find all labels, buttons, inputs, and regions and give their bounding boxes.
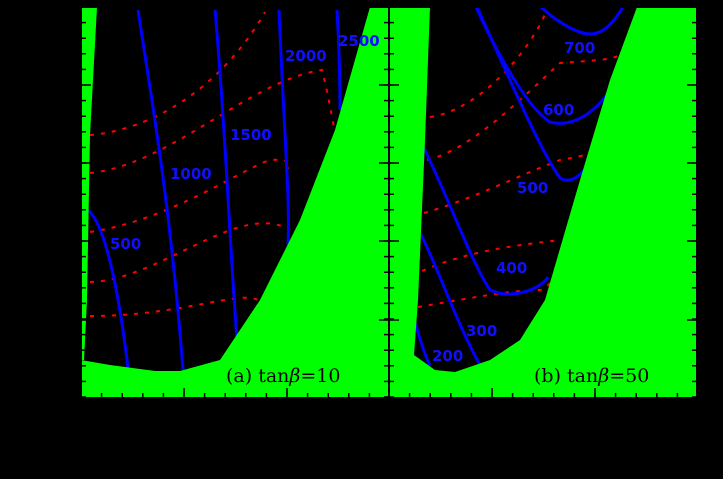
solid-contour-line <box>539 7 625 36</box>
contour-label: 700 <box>564 39 595 57</box>
contour-label: 500 <box>110 235 141 253</box>
solid-contour-line <box>277 9 290 246</box>
contour-label: 2000 <box>285 47 327 65</box>
panel-a-label: (a) tanβ=10 <box>226 365 341 387</box>
excluded-region <box>81 7 389 398</box>
dotted-contour-line <box>429 13 546 118</box>
contour-label: 400 <box>496 259 527 277</box>
contour-label: 500 <box>517 179 548 197</box>
plot-frame <box>388 6 698 399</box>
contour-label: 200 <box>432 347 463 365</box>
solid-contour-line <box>418 232 482 366</box>
dotted-contour-line <box>423 149 611 214</box>
dotted-contour-line <box>89 158 291 233</box>
solid-contour-line <box>335 9 342 111</box>
contour-label: 1000 <box>170 165 212 183</box>
panel-b-label: (b) tanβ=50 <box>534 365 649 387</box>
contour-label: 2500 <box>338 32 380 50</box>
solid-contour-line <box>418 139 550 296</box>
dotted-contour-line <box>89 296 259 317</box>
solid-contour-line <box>413 321 432 367</box>
solid-contour-line <box>213 9 239 341</box>
excluded-region <box>389 7 697 398</box>
contour-label: 1500 <box>230 126 272 144</box>
dotted-contour-line <box>89 68 341 174</box>
contour-label: 600 <box>543 101 574 119</box>
solid-contour-line <box>136 9 185 371</box>
dotted-contour-line <box>89 222 291 283</box>
panel-a-tanbeta-10: 500 1000 1500 2000 2500 <box>80 6 390 399</box>
dotted-contour-line <box>426 54 621 161</box>
solid-contour-line <box>86 208 130 369</box>
contour-label: 300 <box>466 322 497 340</box>
dotted-contour-line <box>89 11 266 136</box>
plot-area: 500 1000 1500 2000 2500 <box>81 7 389 398</box>
